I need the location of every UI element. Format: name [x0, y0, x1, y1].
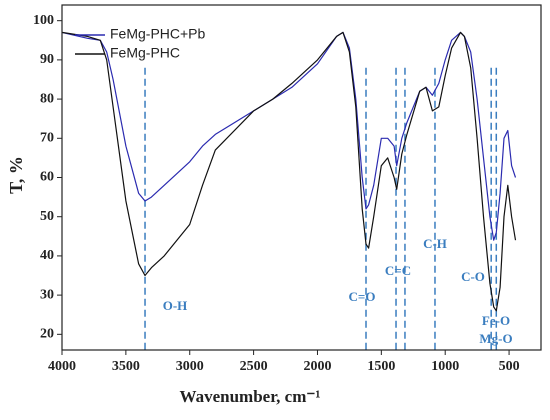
y-axis-label: T, % [6, 156, 26, 194]
y-tick-label: 50 [40, 209, 54, 224]
annotation: Mg-O [479, 331, 512, 346]
y-tick-label: 30 [40, 287, 54, 302]
series-line [61, 31, 517, 312]
x-tick-label: 3000 [176, 359, 204, 374]
x-tick-label: 2500 [240, 359, 268, 374]
annotation: C=O [349, 289, 376, 304]
y-tick-label: 80 [40, 91, 54, 106]
x-tick-label: 2000 [303, 359, 331, 374]
annotation: Fe-O [482, 313, 510, 328]
x-tick-label: 1000 [431, 359, 459, 374]
x-axis-label: Wavenumber, cm⁻¹ [180, 387, 321, 406]
annotation: C-H [423, 236, 447, 251]
legend-label: FeMg-PHC [110, 45, 180, 61]
legend-label: FeMg-PHC+Pb [110, 26, 206, 42]
x-tick-label: 4000 [48, 359, 76, 374]
x-tick-label: 1500 [367, 359, 395, 374]
series-line [61, 31, 517, 241]
x-tick-label: 500 [499, 359, 520, 374]
y-tick-label: 20 [40, 327, 54, 342]
y-tick-label: 90 [40, 52, 54, 67]
x-tick-label: 3500 [112, 359, 140, 374]
y-tick-label: 60 [40, 170, 54, 185]
annotation: C=C [385, 263, 411, 278]
annotation: O-H [163, 298, 188, 313]
y-tick-label: 100 [33, 13, 54, 28]
y-tick-label: 70 [40, 131, 54, 146]
y-tick-label: 40 [40, 248, 54, 263]
annotation: C-O [461, 269, 485, 284]
